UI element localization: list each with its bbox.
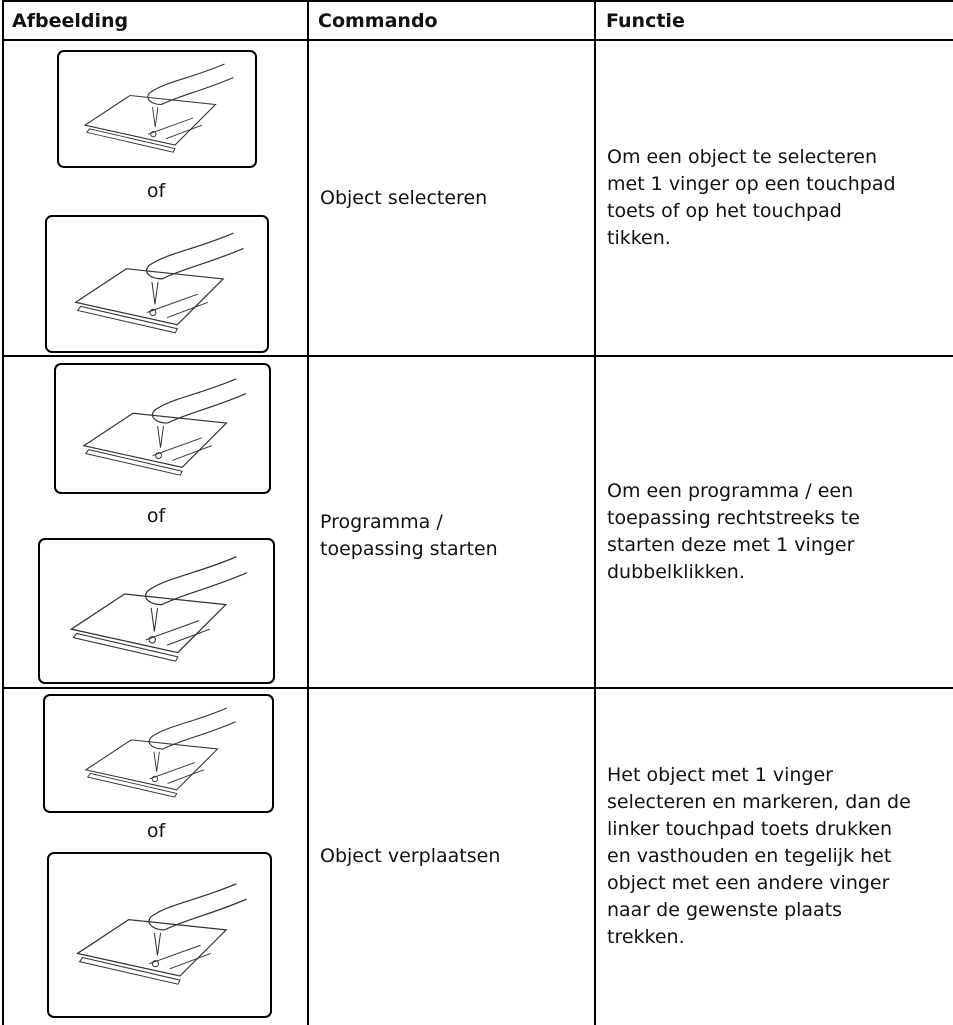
function-line: en vasthouden en tegelijk het — [607, 845, 892, 867]
header-rule — [2, 39, 953, 41]
col-rule — [594, 0, 596, 1025]
command-line: Programma / — [320, 510, 443, 533]
function-line: Om een object te selecteren — [607, 146, 877, 168]
header-cell: Afbeelding — [12, 10, 129, 32]
function-line: toepassing rechtstreeks te — [607, 507, 860, 529]
function-cell: Om een object te selecteren met 1 vinger… — [607, 40, 896, 356]
command-line: Object verplaatsen — [320, 845, 501, 867]
function-line: Het object met 1 vinger — [607, 764, 833, 786]
function-line: linker touchpad toets drukken — [607, 818, 892, 840]
command-line: Object selecteren — [320, 186, 488, 209]
command-cell: Object verplaatsen — [320, 688, 500, 1025]
or-text: of — [146, 505, 166, 527]
function-line: dubbelklikken. — [607, 561, 745, 583]
header-cell: Commando — [318, 10, 438, 32]
or-text: of — [146, 820, 166, 842]
function-cell: Het object met 1 vinger selecteren en ma… — [607, 688, 911, 1025]
function-cell: Om een programma / een toepassing rechts… — [607, 356, 860, 688]
command-cell: Object selecteren — [320, 40, 487, 356]
or-text: of — [146, 180, 166, 202]
function-line: selecteren en markeren, dan de — [607, 791, 911, 813]
row-rule — [2, 355, 953, 357]
function-line: object met een andere vinger — [607, 872, 890, 894]
header-cell: Functie — [606, 10, 685, 32]
command-line: toepassing starten — [320, 537, 498, 560]
touchpad-image — [45, 215, 269, 353]
function-line: naar de gewenste plaats — [607, 899, 843, 921]
touchpad-image — [47, 852, 272, 1018]
touchpad-image — [43, 694, 274, 813]
function-line: starten deze met 1 vinger — [607, 534, 855, 556]
col-rule — [2, 0, 4, 1025]
function-line: trekken. — [607, 926, 685, 948]
function-line: Om een programma / een — [607, 480, 854, 502]
touchpad-image — [54, 363, 271, 494]
touchpad-image — [38, 538, 275, 684]
function-line: toets of op het touchpad — [607, 200, 842, 222]
function-line: met 1 vinger op een touchpad — [607, 173, 896, 195]
row-rule — [2, 687, 953, 689]
command-cell: Programma / toepassing starten — [320, 356, 498, 688]
table-top — [2, 0, 953, 2]
col-rule — [307, 0, 309, 1025]
touchpad-image — [57, 50, 257, 168]
function-line: tikken. — [607, 227, 671, 249]
